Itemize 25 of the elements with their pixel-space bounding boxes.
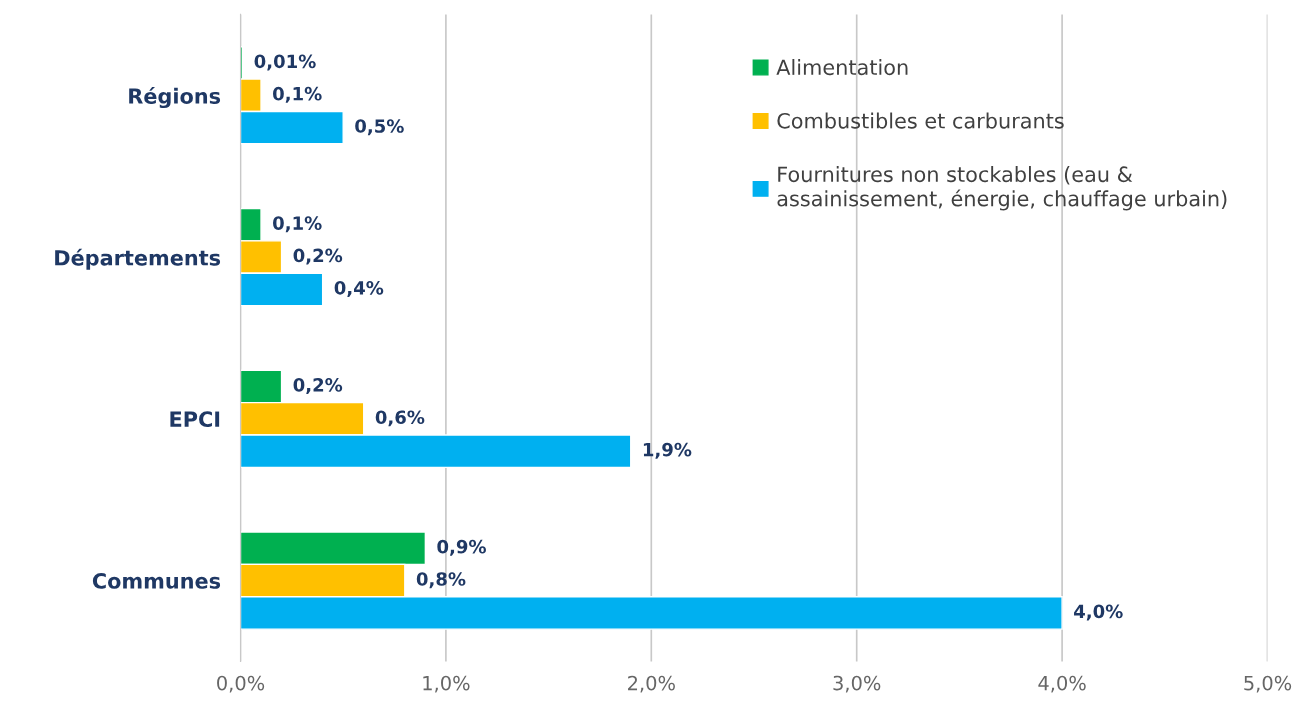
y-tick-label: EPCI xyxy=(170,411,220,428)
data-label: 0,4% xyxy=(334,280,384,297)
y-tick-label: Départements xyxy=(55,248,221,270)
legend-label: Alimentation xyxy=(776,59,908,76)
legend-label: Fournitures non stockables (eau & assainissement, énergie, chauffage urbain) xyxy=(777,166,1227,211)
data-label: 0,01% xyxy=(254,54,316,71)
data-label: 0,8% xyxy=(416,572,466,589)
data-label: 0,1% xyxy=(273,86,322,103)
x-tick-label: 4,0% xyxy=(1038,675,1086,693)
x-tick-label: 5,0% xyxy=(1244,675,1292,693)
legend-label: Combustibles et carburants xyxy=(777,112,1064,129)
y-tick-label: Communes xyxy=(92,573,221,589)
data-label: 0,5% xyxy=(355,119,404,136)
data-label: 0,6% xyxy=(375,410,425,427)
y-tick-label: Régions xyxy=(129,86,221,109)
x-tick-label: 3,0% xyxy=(833,675,881,693)
x-tick-label: 2,0% xyxy=(628,675,675,693)
data-label: 0,2% xyxy=(293,248,343,265)
data-label: 1,9% xyxy=(643,442,692,459)
x-tick-label: 1,0% xyxy=(423,675,470,693)
data-label: 4,0% xyxy=(1074,604,1123,621)
data-label: 0,9% xyxy=(437,539,486,556)
data-label: 0,2% xyxy=(293,378,343,395)
x-tick-label: 0,0% xyxy=(217,675,265,693)
data-label: 0,1% xyxy=(273,216,322,233)
